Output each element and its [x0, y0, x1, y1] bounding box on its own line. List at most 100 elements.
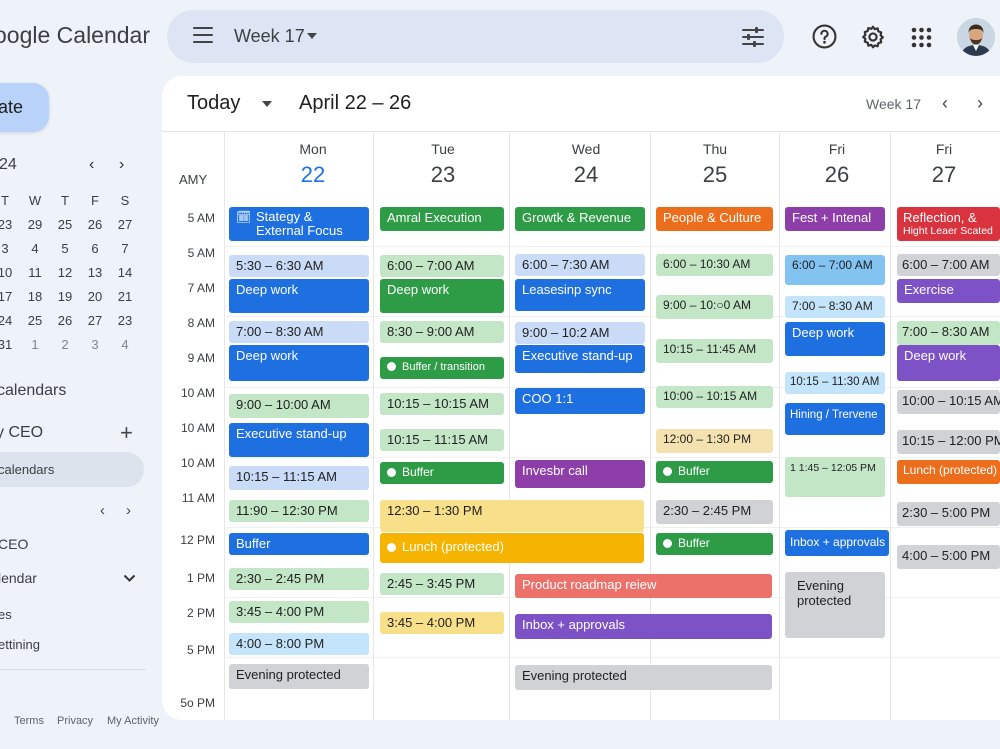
event-time[interactable]: 12:00 – 1:30 PM: [656, 429, 773, 453]
event-time[interactable]: 7:00 – 8:30 AM: [785, 296, 885, 318]
mini-calendar-day[interactable]: 18: [27, 288, 43, 304]
event-fest-internal[interactable]: Fest + Intenal: [785, 207, 885, 231]
mini-calendar-day[interactable]: 19: [57, 288, 73, 304]
event-buffer-transition[interactable]: Buffer / transition: [380, 357, 504, 379]
mini-calendar-day[interactable]: 27: [87, 312, 103, 328]
event-people-culture[interactable]: People & Culture: [656, 207, 773, 231]
mini-calendar-day[interactable]: 26: [87, 216, 103, 232]
sidebar-item-ceo[interactable]: CEO: [0, 536, 29, 552]
day-number[interactable]: 27: [931, 162, 957, 187]
event-deep-work[interactable]: Deep work: [229, 345, 369, 381]
event-time[interactable]: 3:45 – 4:00 PM: [229, 601, 369, 623]
event-time[interactable]: 6:00 – 7:00 AM: [380, 255, 504, 277]
event-deep-work[interactable]: Deep work: [229, 279, 369, 313]
event-leadership-sync[interactable]: Leasesinp sync: [515, 279, 645, 311]
event-growth-revenue[interactable]: Growtk & Revenue: [515, 207, 645, 231]
chevron-down-icon[interactable]: [262, 101, 272, 107]
event-strategy-external-focus[interactable]: 🗓 Stategy & External Focus: [229, 207, 369, 241]
mini-calendar-day[interactable]: 20: [87, 288, 103, 304]
event-time[interactable]: 5:30 – 6:30 AM: [229, 255, 369, 277]
event-inbox-approvals[interactable]: Inbox + approvals: [515, 614, 772, 639]
mini-calendar-day[interactable]: 24: [0, 312, 13, 328]
add-calendar-icon[interactable]: +: [120, 420, 133, 445]
mini-calendar-day[interactable]: 23: [117, 312, 133, 328]
today-button[interactable]: Today: [187, 92, 241, 114]
event-time[interactable]: 11:90 – 12:30 PM: [229, 500, 369, 522]
sidebar-item-es[interactable]: es: [0, 607, 12, 622]
section-prev-icon[interactable]: ‹: [100, 502, 105, 519]
event-evening-protected[interactable]: Evening protected: [229, 664, 369, 689]
event-time[interactable]: 7:00 – 8:30 AM: [897, 321, 1000, 345]
event-time[interactable]: 10:15 – 11:30 AM: [785, 372, 885, 394]
event-time[interactable]: 4:00 – 8:00 PM: [229, 633, 369, 655]
mini-calendar-day[interactable]: 3: [91, 336, 99, 352]
event-time[interactable]: 3:45 – 4:00 PM: [380, 612, 504, 634]
event-annual-execution[interactable]: Amral Execution: [380, 207, 504, 231]
sidebar-item-calendar[interactable]: lendar: [0, 570, 37, 586]
event-time[interactable]: 6:00 – 7:30 AM: [515, 254, 645, 276]
event-lunch-protected[interactable]: Lunch (protected): [380, 533, 644, 563]
chevron-down-icon[interactable]: [123, 574, 136, 583]
event-time[interactable]: 1 1:45 – 12:05 PM: [785, 457, 885, 497]
day-number[interactable]: 24: [573, 162, 599, 187]
event-time[interactable]: 12:30 – 1:30 PM: [380, 500, 644, 532]
mini-calendar-day[interactable]: 4: [31, 240, 39, 256]
mini-calendar-day[interactable]: 10: [0, 264, 13, 280]
mini-calendar-day[interactable]: 12: [57, 264, 73, 280]
day-number[interactable]: 23: [430, 162, 456, 187]
footer-privacy-link[interactable]: Privacy: [57, 715, 94, 727]
mini-calendar-day[interactable]: 4: [121, 336, 129, 352]
event-time[interactable]: 6:00 – 7:00 AM: [897, 254, 1000, 276]
event-buffer[interactable]: Buffer: [656, 461, 773, 483]
event-time[interactable]: 8:30 – 9:00 AM: [380, 321, 504, 343]
event-time[interactable]: 10:15 – 10:15 AM: [380, 393, 504, 415]
event-time[interactable]: 7:00 – 8:30 AM: [229, 321, 369, 343]
event-coo-one-on-one[interactable]: COO 1:1: [515, 388, 645, 414]
event-buffer[interactable]: Buffer: [656, 533, 773, 555]
mini-calendar-prev-icon[interactable]: ‹: [89, 156, 95, 173]
day-number[interactable]: 22: [300, 162, 326, 187]
event-time[interactable]: 6:00 – 10:30 AM: [656, 254, 773, 276]
mini-calendar-day[interactable]: 13: [87, 264, 103, 280]
event-deep-work[interactable]: Deep work: [785, 322, 885, 356]
mini-calendar-day[interactable]: 2: [61, 336, 69, 352]
mini-calendar-next-icon[interactable]: ›: [119, 156, 125, 173]
event-buffer[interactable]: Buffer: [229, 533, 369, 555]
event-hiring-interview[interactable]: Hining / Trervene: [785, 403, 885, 435]
event-evening-protected[interactable]: Evening protected: [785, 572, 885, 638]
event-time[interactable]: 10:00 – 10:15 AM: [897, 390, 1000, 414]
week-selector[interactable]: Week 17: [234, 26, 305, 46]
search-bar[interactable]: [167, 10, 784, 63]
tune-icon[interactable]: [741, 25, 765, 49]
mini-calendar-day[interactable]: 29: [27, 216, 43, 232]
mini-calendar-day[interactable]: 6: [91, 240, 99, 256]
event-time[interactable]: 9:00 – 10:2 AM: [515, 322, 645, 344]
mini-calendar-day[interactable]: 25: [57, 216, 73, 232]
gear-icon[interactable]: [860, 24, 886, 50]
event-time[interactable]: 2:30 – 2:45 PM: [229, 568, 369, 590]
day-number[interactable]: 25: [702, 162, 728, 187]
event-product-roadmap-review[interactable]: Product roadmap reiew: [515, 574, 772, 598]
event-time[interactable]: 6:00 – 7:00 AM: [785, 255, 885, 285]
event-time[interactable]: 10:15 – 11:15 AM: [380, 429, 504, 451]
event-executive-standup[interactable]: Executive stand-up: [515, 345, 645, 373]
event-time[interactable]: 10:15 – 12:00 PM: [897, 430, 1000, 454]
day-number[interactable]: 26: [824, 162, 850, 187]
event-investor-call[interactable]: Invesbr call: [515, 460, 645, 488]
mini-calendar-day[interactable]: 23: [0, 216, 13, 232]
event-deep-work[interactable]: Deep work: [897, 345, 1000, 381]
event-time[interactable]: 10:15 – 11:45 AM: [656, 339, 773, 363]
event-time[interactable]: 4:00 – 5:00 PM: [897, 545, 1000, 569]
mini-calendar-day[interactable]: 7: [121, 240, 129, 256]
mini-calendar-day[interactable]: 26: [57, 312, 73, 328]
event-inbox-approvals[interactable]: Inbox + approvals: [785, 530, 889, 556]
mini-calendar-day[interactable]: 25: [27, 312, 43, 328]
mini-calendar-day[interactable]: 31: [0, 336, 13, 352]
section-next-icon[interactable]: ›: [126, 502, 131, 519]
my-calendar-item[interactable]: y CEO: [0, 424, 44, 441]
event-time[interactable]: 2:30 – 5:00 PM: [897, 502, 1000, 526]
prev-week-icon[interactable]: ‹: [942, 93, 948, 113]
event-buffer[interactable]: Buffer: [380, 462, 504, 484]
event-time[interactable]: 9:00 – 10:00 AM: [229, 394, 369, 418]
event-deep-work[interactable]: Deep work: [380, 279, 504, 313]
